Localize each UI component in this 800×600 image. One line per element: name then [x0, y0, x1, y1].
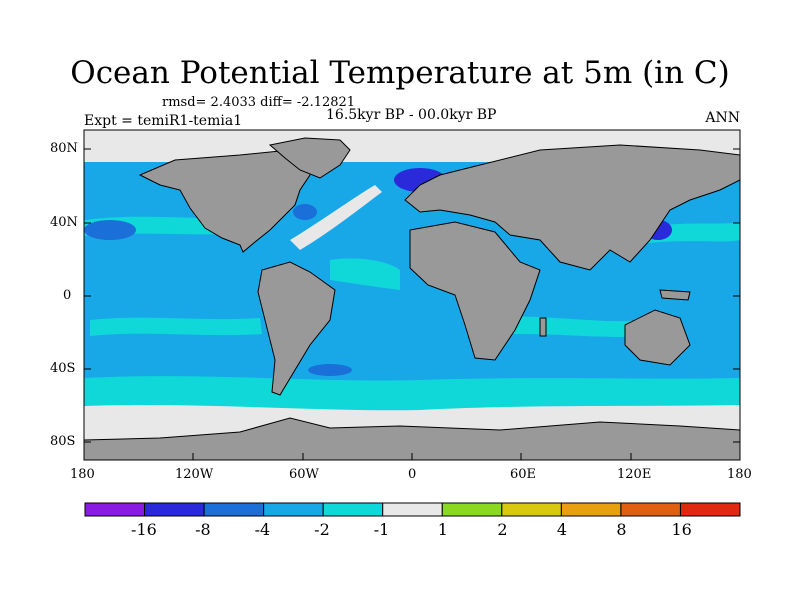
colorbar-label: -8 — [195, 520, 211, 539]
x-tick-label: 60W — [289, 467, 319, 482]
colorbar-label: -4 — [254, 520, 271, 539]
madagascar — [539, 317, 547, 337]
y-tick-label: 40S — [50, 361, 76, 376]
x-tick-label: 0 — [408, 467, 417, 482]
colorbar-swatch — [203, 502, 265, 517]
antarctica — [84, 417, 740, 460]
season-label: ANN — [705, 110, 740, 126]
southern-ocean-minus1-band — [84, 376, 740, 411]
y-tick-label: 80N — [50, 141, 78, 156]
africa — [409, 221, 541, 361]
colorbar-label: -16 — [131, 520, 157, 539]
south-america — [257, 261, 336, 396]
map-plot-area — [84, 130, 740, 460]
atlantic-minus1-patch — [330, 258, 400, 290]
x-tick-label: 120E — [617, 467, 652, 482]
colorbar-swatch — [501, 502, 562, 517]
colorbar-label: -1 — [373, 520, 390, 539]
colorbar-label: 8 — [616, 520, 627, 539]
us-east-coast-minus4 — [293, 204, 317, 220]
map-title: Ocean Potential Temperature at 5m (in C) — [70, 55, 730, 91]
colorbar-swatch — [620, 502, 681, 517]
period-label: 16.5kyr BP - 00.0kyr BP — [326, 107, 497, 123]
australia — [624, 309, 691, 366]
y-tick-marks — [84, 148, 740, 443]
north-pacific-minus4-patch — [84, 220, 136, 240]
rmsd-diff-stats: rmsd= 2.4033 diff= -2.12821 — [162, 95, 356, 110]
experiment-label: Expt = temiR1-temia1 — [84, 113, 243, 129]
new-guinea — [659, 289, 691, 301]
eurasia — [404, 144, 740, 271]
x-tick-label: 120W — [175, 467, 214, 482]
x-tick-label: 60E — [510, 467, 537, 482]
colorbar-label: -2 — [314, 520, 330, 539]
colorbar — [84, 502, 741, 517]
colorbar-swatch — [322, 502, 384, 517]
colorbar-label: 1 — [437, 520, 448, 539]
colorbar-label: 4 — [556, 520, 568, 539]
colorbar-swatch — [441, 502, 503, 517]
x-tick-label: 180 — [70, 467, 95, 482]
y-tick-label: 0 — [63, 288, 72, 303]
colorbar-swatch — [679, 502, 741, 517]
south-atlantic-minus4-patch — [308, 364, 352, 376]
y-tick-label: 40N — [50, 215, 78, 230]
south-pacific-minus1-band — [90, 317, 262, 336]
colorbar-swatch — [84, 502, 146, 517]
colorbar-label: 2 — [497, 520, 508, 539]
greenland — [268, 137, 351, 179]
colorbar-swatch — [263, 502, 324, 517]
y-tick-label: 80S — [50, 434, 76, 449]
x-tick-label: 180 — [727, 467, 752, 482]
north-atlantic-near-zero-streak — [290, 185, 382, 250]
colorbar-swatch — [560, 502, 622, 517]
continents — [84, 137, 740, 460]
colorbar-swatch — [144, 502, 205, 517]
colorbar-swatch — [382, 502, 443, 517]
colorbar-label: 16 — [671, 520, 692, 539]
x-tick-marks — [83, 453, 741, 460]
